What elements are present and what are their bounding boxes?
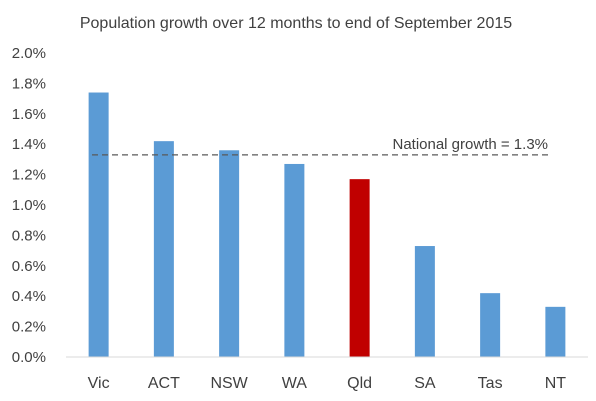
bar-vic [88,92,109,358]
y-tick-label: 1.0% [12,197,46,214]
y-tick-label: 1.2% [12,167,46,184]
y-axis: 0.0% 0.2% 0.4% 0.6% 0.8% 1.0% 1.2% 1.4% 1.6% 1.8%… [12,45,46,366]
y-tick-label: 0.4% [12,288,46,305]
bar-nt [545,306,566,357]
bar-series [88,92,566,358]
y-tick-label: 0.0% [12,349,46,366]
bar-wa [284,163,305,357]
x-tick-label-sa: SA [414,375,436,392]
bar-qld [349,179,370,357]
bar-tas [480,293,501,357]
x-axis: Vic ACT NSW WA Qld SA Tas NT [88,375,567,392]
x-tick-label-nsw: NSW [210,375,248,392]
bar-sa [414,246,435,357]
y-tick-label: 0.6% [12,258,46,275]
y-tick-label: 2.0% [12,45,46,62]
x-tick-label-vic: Vic [88,375,110,392]
y-tick-label: 0.2% [12,319,46,336]
y-tick-label: 0.8% [12,227,46,244]
x-tick-label-qld: Qld [347,375,372,392]
x-tick-label-act: ACT [148,375,180,392]
y-tick-label: 1.6% [12,106,46,123]
national-growth-label: National growth = 1.3% [392,136,548,153]
bar-nsw [219,150,240,357]
chart-title: Population growth over 12 months to end … [80,15,512,32]
y-tick-label: 1.8% [12,75,46,92]
y-tick-label: 1.4% [12,136,46,153]
bar-act [153,141,174,357]
x-tick-label-tas: Tas [478,375,503,392]
x-tick-label-nt: NT [545,375,567,392]
x-tick-label-wa: WA [282,375,308,392]
